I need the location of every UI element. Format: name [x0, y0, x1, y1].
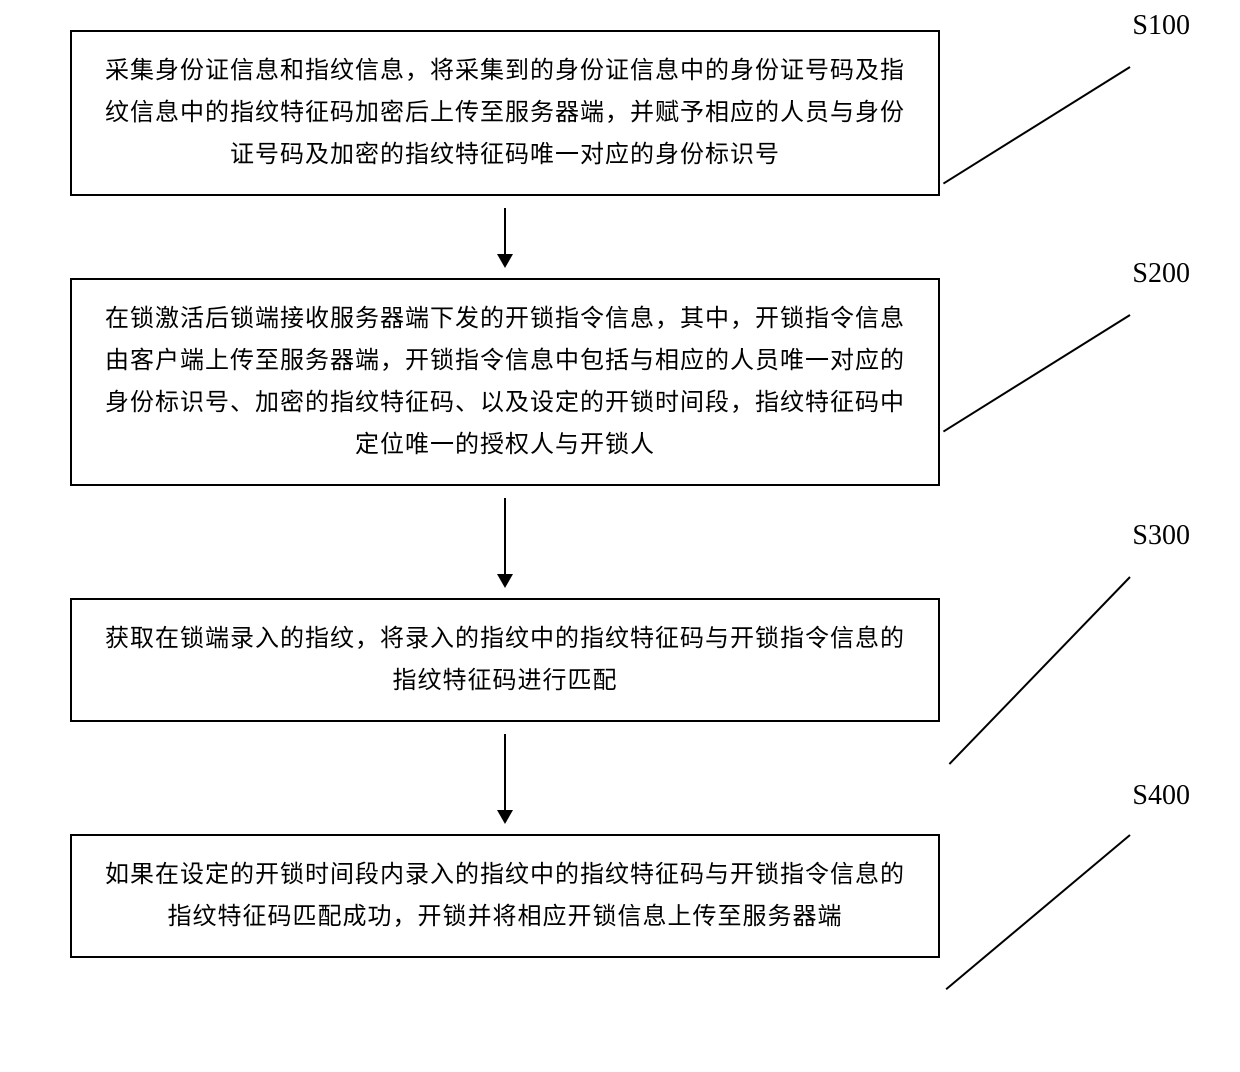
step-box: 获取在锁端录入的指纹，将录入的指纹中的指纹特征码与开锁指令信息的指纹特征码进行匹…: [70, 598, 940, 722]
step-label: S400: [1132, 780, 1190, 812]
step-s200: S200 在锁激活后锁端接收服务器端下发的开锁指令信息，其中，开锁指令信息由客户…: [50, 278, 1190, 486]
step-text: 采集身份证信息和指纹信息，将采集到的身份证信息中的身份证号码及指纹信息中的指纹特…: [105, 58, 905, 168]
leader-line: [943, 314, 1131, 432]
step-s400: S400 如果在设定的开锁时间段内录入的指纹中的指纹特征码与开锁指令信息的指纹特…: [50, 834, 1190, 958]
step-label: S100: [1132, 10, 1190, 42]
step-s300: S300 获取在锁端录入的指纹，将录入的指纹中的指纹特征码与开锁指令信息的指纹特…: [50, 598, 1190, 722]
leader-line: [949, 576, 1131, 764]
flowchart-container: S100 采集身份证信息和指纹信息，将采集到的身份证信息中的身份证号码及指纹信息…: [50, 30, 1190, 958]
leader-line: [946, 834, 1131, 990]
step-box: 如果在设定的开锁时间段内录入的指纹中的指纹特征码与开锁指令信息的指纹特征码匹配成…: [70, 834, 940, 958]
step-label: S200: [1132, 258, 1190, 290]
step-box: 采集身份证信息和指纹信息，将采集到的身份证信息中的身份证号码及指纹信息中的指纹特…: [70, 30, 940, 196]
step-text: 如果在设定的开锁时间段内录入的指纹中的指纹特征码与开锁指令信息的指纹特征码匹配成…: [105, 862, 905, 930]
arrow: [70, 486, 940, 598]
step-text: 获取在锁端录入的指纹，将录入的指纹中的指纹特征码与开锁指令信息的指纹特征码进行匹…: [105, 626, 905, 694]
leader-line: [943, 66, 1131, 184]
arrow: [70, 196, 940, 278]
step-label: S300: [1132, 520, 1190, 552]
step-box: 在锁激活后锁端接收服务器端下发的开锁指令信息，其中，开锁指令信息由客户端上传至服…: [70, 278, 940, 486]
step-text: 在锁激活后锁端接收服务器端下发的开锁指令信息，其中，开锁指令信息由客户端上传至服…: [105, 306, 905, 458]
step-s100: S100 采集身份证信息和指纹信息，将采集到的身份证信息中的身份证号码及指纹信息…: [50, 30, 1190, 196]
arrow: [70, 722, 940, 834]
